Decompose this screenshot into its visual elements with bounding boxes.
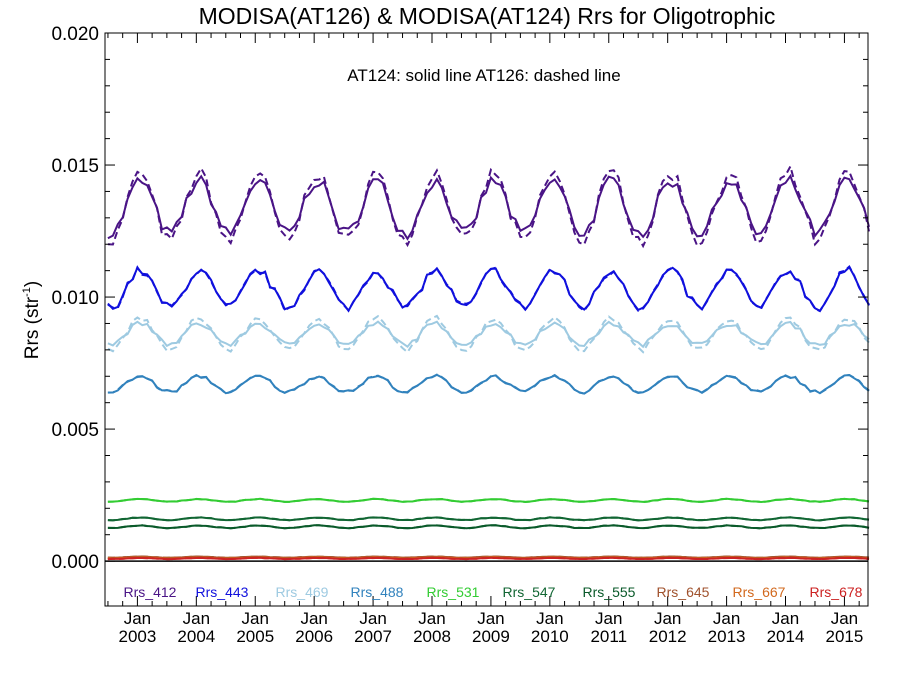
series-line-Rrs_469 <box>107 320 870 349</box>
x-tick-month: Jan <box>418 609 445 628</box>
x-tick-year: 2015 <box>826 627 864 646</box>
x-tick-year: 2009 <box>472 627 510 646</box>
legend-entry-Rrs_412: Rrs_412 <box>124 584 177 600</box>
y-axis-label: Rrs (str-1) <box>21 281 43 359</box>
series-dashed-line-Rrs_547 <box>107 516 870 522</box>
legend: Rrs_412 Rrs_443 Rrs_469 Rrs_488 Rrs_531 Rrs_5… <box>124 584 863 600</box>
legend-entry-Rrs_488: Rrs_488 <box>351 584 404 600</box>
series-dashed-line-Rrs_412 <box>107 163 870 249</box>
line-style-annotation: AT124: solid line AT126: dashed line <box>347 66 620 85</box>
x-tick-month: Jan <box>359 609 386 628</box>
x-tick-month: Jan <box>772 609 799 628</box>
y-tick-label: 0.020 <box>51 24 99 45</box>
series-dashed-line-Rrs_469 <box>107 314 870 354</box>
series-line-Rrs_412 <box>107 173 870 241</box>
y-tick-label: 0.000 <box>51 552 99 573</box>
x-tick-month: Jan <box>831 609 858 628</box>
legend-entry-Rrs_469: Rrs_469 <box>276 584 329 600</box>
x-tick-year: 2006 <box>295 627 333 646</box>
legend-entry-Rrs_645: Rrs_645 <box>657 584 710 600</box>
y-tick-labels: 0.000 0.005 0.010 0.015 0.020 <box>51 24 99 573</box>
x-tick-year: 2007 <box>354 627 392 646</box>
x-tick-month: Jan <box>124 609 151 628</box>
x-tick-month: Jan <box>595 609 622 628</box>
chart-title: MODISA(AT126) & MODISA(AT124) Rrs for Ol… <box>199 3 776 29</box>
x-tick-month: Jan <box>183 609 210 628</box>
legend-entry-Rrs_443: Rrs_443 <box>196 584 249 600</box>
plot-lines <box>105 163 870 562</box>
x-tick-year: 2003 <box>118 627 156 646</box>
x-tick-month: Jan <box>654 609 681 628</box>
x-tick-year: 2011 <box>590 627 627 646</box>
y-axis-label-sup: -1 <box>21 287 33 297</box>
x-tick-month: Jan <box>300 609 327 628</box>
y-axis-label-main: Rrs (str <box>22 296 43 359</box>
series-dashed-line-Rrs_555 <box>107 524 870 530</box>
legend-entry-Rrs_547: Rrs_547 <box>503 584 556 600</box>
x-tick-year: 2012 <box>649 627 687 646</box>
legend-entry-Rrs_531: Rrs_531 <box>427 584 480 600</box>
x-tick-year: 2008 <box>413 627 451 646</box>
series-dashed-line-Rrs_443 <box>107 265 870 313</box>
y-axis-label-close: ) <box>22 281 43 287</box>
y-tick-label: 0.005 <box>51 420 99 441</box>
legend-entry-Rrs_678: Rrs_678 <box>810 584 863 600</box>
y-tick-label: 0.010 <box>51 288 99 309</box>
axis-ticks <box>105 32 868 606</box>
plot-frame <box>104 32 869 607</box>
x-tick-year: 2010 <box>531 627 569 646</box>
x-tick-year: 2013 <box>708 627 746 646</box>
y-tick-label: 0.015 <box>51 156 99 177</box>
x-tick-month: Jan <box>713 609 740 628</box>
legend-entry-Rrs_667: Rrs_667 <box>733 584 786 600</box>
x-tick-year: 2014 <box>767 627 805 646</box>
x-tick-labels: Jan2003Jan2004Jan2005Jan2006Jan2007Jan20… <box>118 609 863 646</box>
series-dashed-line-Rrs_678 <box>107 556 870 561</box>
x-tick-year: 2005 <box>236 627 274 646</box>
x-tick-month: Jan <box>477 609 504 628</box>
x-tick-year: 2004 <box>177 627 215 646</box>
x-tick-month: Jan <box>242 609 269 628</box>
series-dashed-line-Rrs_488 <box>107 373 870 395</box>
legend-entry-Rrs_555: Rrs_555 <box>583 584 636 600</box>
series-dashed-line-Rrs_531 <box>107 497 870 504</box>
x-tick-month: Jan <box>536 609 563 628</box>
